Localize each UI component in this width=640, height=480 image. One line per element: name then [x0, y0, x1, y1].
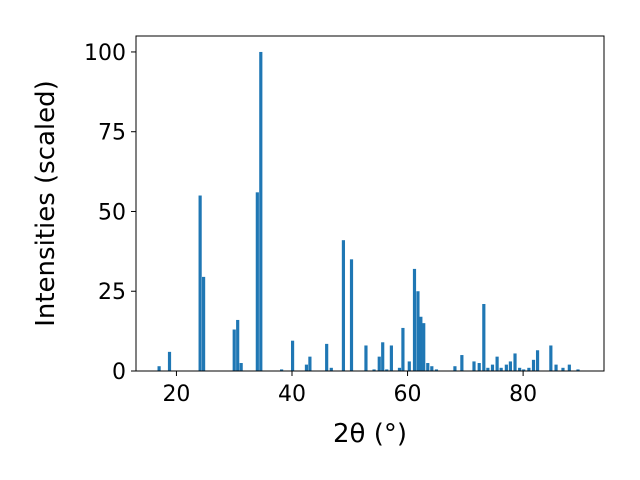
bar [554, 364, 558, 371]
bar [482, 304, 486, 371]
bar [412, 268, 417, 371]
y-axis-ticks: 0 25 50 75 100 [84, 41, 136, 385]
bar [430, 366, 434, 371]
bar [198, 195, 202, 371]
bar [385, 369, 389, 371]
bar [416, 291, 420, 371]
y-tick-label: 50 [98, 200, 126, 225]
bar [280, 369, 284, 371]
bar [504, 364, 508, 371]
bar [453, 366, 457, 371]
bar [486, 367, 490, 371]
bar [513, 353, 517, 371]
bar [239, 363, 243, 371]
bar [434, 369, 439, 371]
bar [381, 342, 385, 371]
y-axis-label: Intensities (scaled) [31, 80, 61, 327]
bar [549, 345, 553, 371]
bar [232, 329, 236, 371]
bar [426, 363, 430, 371]
bar [535, 350, 540, 371]
bar [419, 316, 423, 371]
bar [167, 351, 172, 371]
bar [499, 367, 503, 371]
bar [407, 361, 411, 371]
bar [472, 361, 476, 371]
bar [290, 340, 295, 371]
bar [304, 364, 309, 371]
bar [561, 367, 565, 371]
bar [255, 192, 259, 371]
bar [508, 361, 512, 371]
bar [531, 359, 536, 371]
bar [477, 363, 481, 371]
x-tick-label: 40 [278, 382, 306, 407]
bar [377, 356, 381, 371]
bar [490, 364, 495, 371]
bar [397, 367, 402, 371]
bar [522, 369, 526, 371]
bar [236, 319, 240, 371]
bar [422, 323, 426, 371]
plot-frame [135, 35, 605, 372]
bar [325, 343, 329, 371]
bar [518, 367, 522, 371]
bar [202, 276, 206, 371]
bars-group [157, 51, 580, 371]
x-tick-label: 60 [394, 382, 422, 407]
bar [329, 367, 333, 371]
x-axis-label: 2θ (°) [333, 419, 407, 449]
bar [308, 356, 312, 371]
bar [259, 51, 263, 371]
x-axis-ticks: 20 40 60 80 [162, 371, 537, 407]
bar [372, 369, 376, 371]
bar [341, 240, 346, 371]
x-tick-label: 20 [162, 382, 190, 407]
y-tick-label: 25 [98, 280, 126, 305]
bar [567, 364, 571, 371]
y-tick-label: 75 [98, 121, 126, 146]
bar [460, 355, 464, 371]
y-tick-label: 0 [112, 360, 126, 385]
bar [495, 356, 499, 371]
bar [576, 369, 580, 371]
y-tick-label: 100 [84, 41, 126, 66]
x-tick-label: 80 [509, 382, 537, 407]
bar [157, 366, 161, 371]
bar [389, 345, 393, 371]
bar [527, 367, 531, 371]
bar [364, 345, 368, 371]
bar [401, 327, 405, 371]
bar [349, 259, 354, 371]
